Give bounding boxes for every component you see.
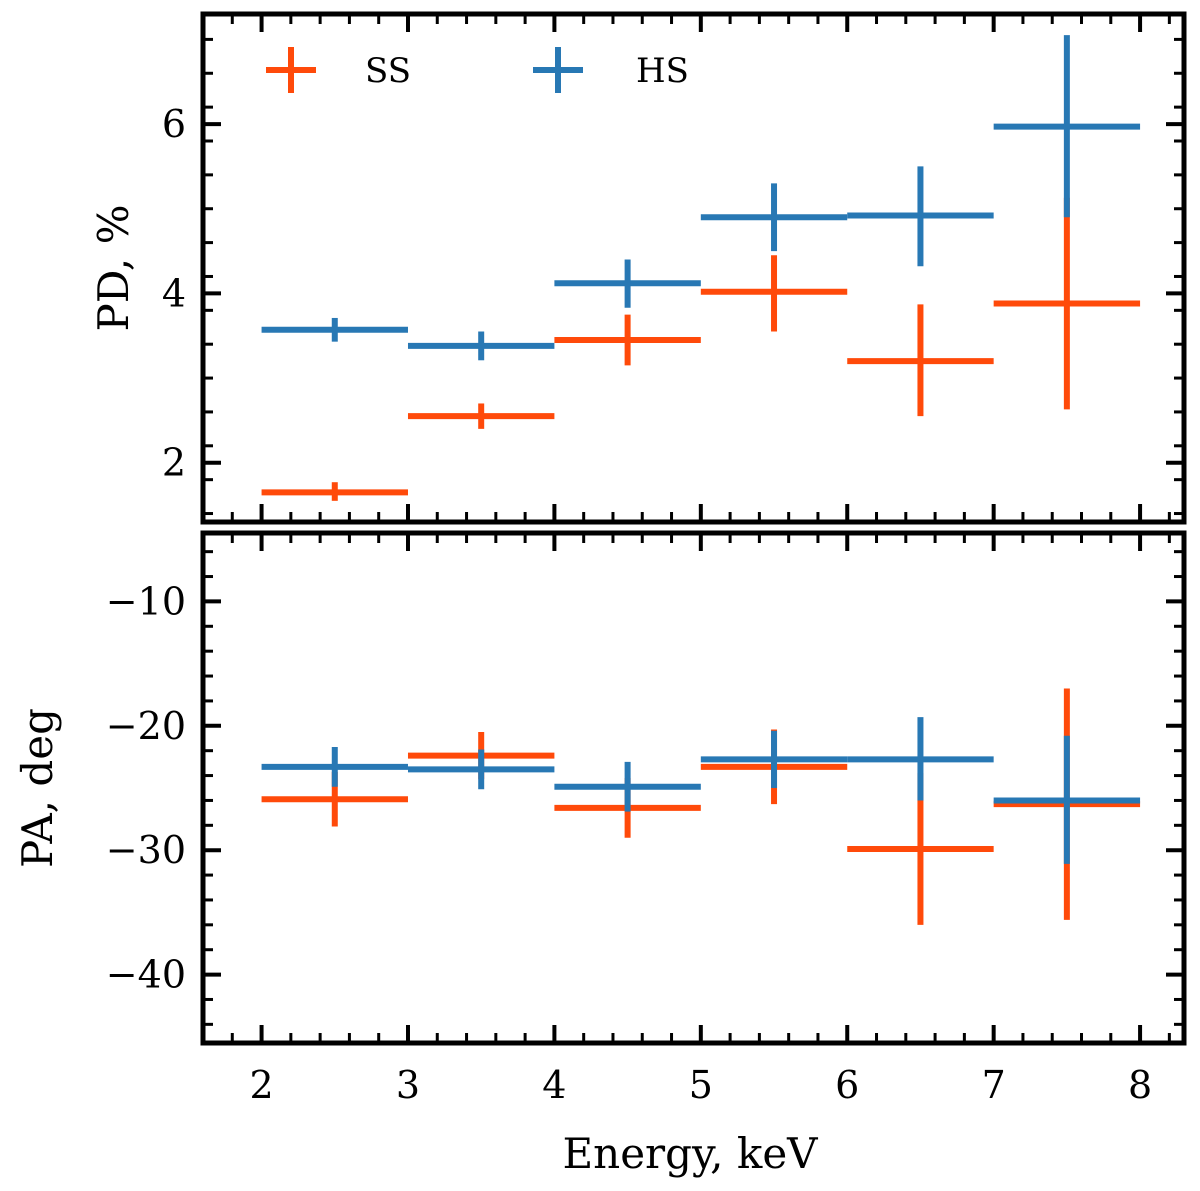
energy-x-tick-label: 7: [982, 1063, 1006, 1107]
pa-y-tick-label: −20: [106, 704, 186, 748]
pa-hs-point: [261, 746, 408, 787]
pd-ss-point: [554, 314, 701, 366]
pd-y-tick-labels: 2 4 6: [162, 102, 186, 485]
energy-x-tick-labels: 2 3 4 5 6 7 8: [249, 1063, 1152, 1107]
pd-panel: 2 4 6 PD, % SS HS: [89, 11, 1187, 525]
legend-ss-label: SS: [365, 51, 411, 91]
pd-hs-point: [993, 35, 1141, 218]
pd-data-points: [261, 35, 1141, 501]
pa-y-tick-label: −10: [106, 579, 186, 623]
pa-panel: −10 −20 −30 −40 2 3 4 5 6 7 8 PA, deg Energy, keV: [13, 530, 1187, 1178]
pd-y-tick-label: 4: [162, 271, 186, 315]
pa-hs-point: [407, 749, 555, 790]
pa-data-points: [261, 688, 1141, 925]
energy-x-axis-title: Energy, keV: [562, 1129, 818, 1178]
pa-y-tick-label: −30: [106, 828, 186, 872]
pa-hs-point: [847, 717, 994, 801]
energy-x-tick-label: 8: [1128, 1063, 1152, 1107]
pa-y-axis-title: PA, deg: [13, 708, 62, 868]
pa-hs-point: [993, 735, 1141, 864]
pa-hs-point: [554, 761, 701, 812]
energy-x-tick-label: 3: [396, 1063, 420, 1107]
pd-hs-point: [700, 183, 848, 252]
pa-hs-point: [700, 730, 848, 788]
pa-plot-frame: [200, 530, 1187, 1046]
pd-ss-point: [847, 304, 994, 417]
pd-ss-point: [993, 197, 1141, 410]
pd-hs-point: [554, 259, 701, 308]
legend-ss-marker: [266, 47, 316, 93]
legend-hs-marker: [533, 47, 583, 93]
pd-y-axis-title: PD, %: [89, 204, 138, 331]
legend-hs-label: HS: [636, 51, 689, 91]
pa-y-tick-label: −40: [106, 953, 186, 997]
legend: SS HS: [266, 47, 689, 93]
pd-hs-point: [407, 331, 555, 361]
energy-x-tick-label: 4: [542, 1063, 566, 1107]
pd-hs-point: [847, 166, 994, 267]
pd-major-ticks: [203, 14, 1184, 522]
pa-y-tick-labels: −10 −20 −30 −40: [106, 579, 186, 996]
pd-plot-frame: [200, 11, 1187, 525]
pd-y-tick-label: 2: [162, 441, 186, 485]
pd-ss-point: [407, 403, 555, 429]
pd-ss-point: [700, 255, 848, 332]
pd-hs-point: [261, 317, 408, 342]
energy-x-tick-label: 6: [835, 1063, 859, 1107]
pd-y-tick-label: 6: [162, 102, 186, 146]
energy-x-tick-label: 2: [249, 1063, 273, 1107]
pa-major-ticks: [203, 533, 1184, 1043]
energy-x-tick-label: 5: [689, 1063, 713, 1107]
pd-ss-point: [261, 482, 408, 501]
